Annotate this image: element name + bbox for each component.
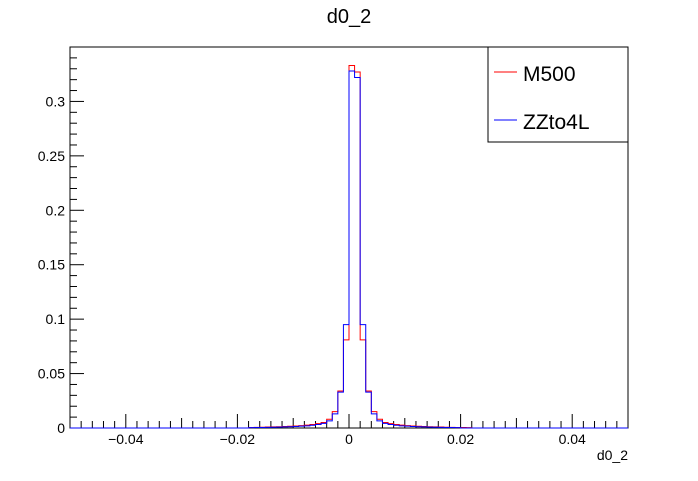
series-step-zzto4l bbox=[70, 70, 628, 429]
x-axis-ticks bbox=[69, 414, 629, 428]
legend-box bbox=[487, 46, 629, 143]
x-tick-label: −0.04 bbox=[108, 431, 144, 447]
y-axis-ticks bbox=[70, 46, 84, 429]
x-tick-label: 0 bbox=[345, 431, 353, 447]
y-tick-label: 0 bbox=[57, 420, 65, 436]
legend-label-zzto4l: ZZto4L bbox=[523, 111, 590, 134]
x-tick-label: −0.02 bbox=[220, 431, 256, 447]
x-tick-label: 0.02 bbox=[447, 431, 474, 447]
histogram-series bbox=[70, 65, 628, 429]
y-tick-label: 0.25 bbox=[38, 148, 65, 164]
y-tick-label: 0.2 bbox=[46, 202, 66, 218]
y-tick-label: 0.05 bbox=[38, 366, 65, 382]
y-tick-label: 0.15 bbox=[38, 257, 65, 273]
legend: M500 ZZto4L bbox=[487, 46, 629, 143]
legend-label-m500: M500 bbox=[523, 63, 576, 86]
x-axis-tick-labels: −0.04 −0.02 0 0.02 0.04 bbox=[108, 431, 586, 447]
y-tick-label: 0.1 bbox=[46, 311, 66, 327]
y-tick-label: 0.3 bbox=[46, 93, 66, 109]
chart-title: d0_2 bbox=[327, 6, 372, 28]
x-axis-label: d0_2 bbox=[597, 447, 628, 463]
y-axis-tick-labels: 0 0.05 0.1 0.15 0.2 0.25 0.3 bbox=[38, 93, 65, 436]
x-tick-label: 0.04 bbox=[559, 431, 586, 447]
